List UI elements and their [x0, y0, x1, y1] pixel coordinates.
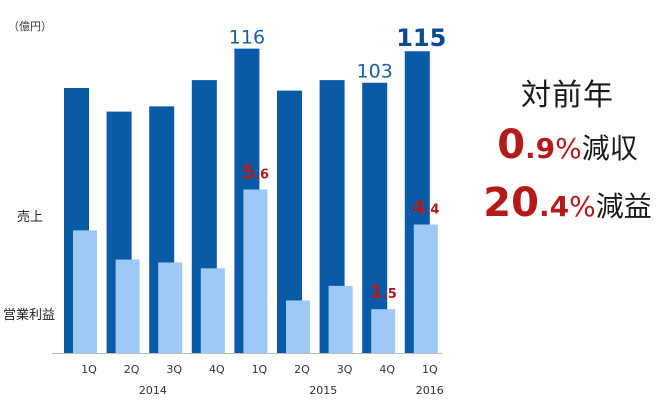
profit-value-label: 4.4 — [412, 197, 439, 219]
year-label: 2016 — [416, 384, 444, 397]
quarter-tick-label: 2Q — [124, 363, 140, 376]
operating-profit-bar — [200, 268, 225, 353]
operating-profit-bar — [243, 189, 268, 353]
profit-change-percent: % — [569, 190, 596, 223]
profit-change-word: 減益 — [595, 190, 652, 223]
yoy-title: 対前年 — [521, 78, 614, 113]
profit-change-line: 20.4%減益 — [465, 178, 670, 236]
profit-value-label: 1.5 — [370, 281, 397, 303]
year-label: 2014 — [139, 384, 167, 397]
revenue-change-word: 減収 — [581, 132, 638, 165]
revenue-change-line: 0.9%減収 — [465, 120, 670, 178]
revenue-value-label: 103 — [357, 61, 393, 83]
quarter-tick-label: 3Q — [337, 363, 353, 376]
operating-profit-bar — [286, 300, 310, 353]
revenue-change-decimal: .9 — [525, 132, 556, 165]
quarter-tick-label: 2Q — [294, 363, 310, 376]
operating-profit-bar — [158, 262, 183, 353]
revenue-change-percent: % — [555, 132, 582, 165]
series-label-operating-profit: 営業利益 — [3, 307, 55, 323]
year-label: 2015 — [309, 384, 337, 397]
quarter-tick-label: 1Q — [422, 363, 438, 376]
quarter-tick-label: 1Q — [252, 363, 268, 376]
revenue-value-label: 115 — [396, 24, 446, 52]
revenue-value-label: 116 — [229, 27, 265, 49]
profit-change-decimal: .4 — [538, 190, 570, 223]
revenue-bar — [362, 82, 388, 353]
unit-label: （億円） — [8, 20, 52, 33]
series-label-revenue: 売上 — [17, 209, 43, 225]
yoy-summary-panel: 対前年 0.9%減収 20.4%減益 — [465, 70, 670, 236]
quarter-tick-label: 4Q — [209, 363, 225, 376]
operating-profit-bar — [328, 285, 353, 353]
revenue-change-integer: 0 — [497, 122, 526, 168]
operating-profit-bar — [413, 224, 438, 353]
operating-profit-bar — [371, 309, 396, 353]
profit-change-integer: 20 — [483, 180, 539, 226]
quarter-tick-label: 4Q — [379, 363, 395, 376]
operating-profit-bar — [115, 259, 140, 353]
profit-value-label: 5.6 — [242, 161, 269, 183]
quarter-tick-label: 3Q — [166, 363, 182, 376]
quarter-tick-label: 1Q — [81, 363, 97, 376]
operating-profit-bar — [73, 230, 97, 353]
